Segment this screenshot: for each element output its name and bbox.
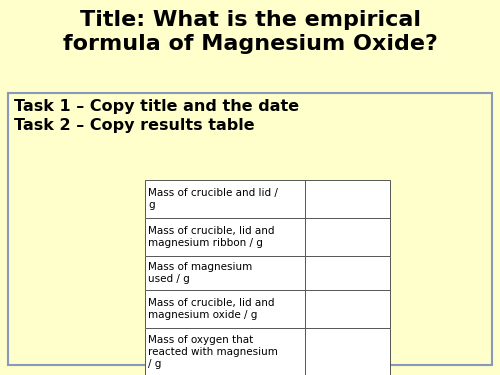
Bar bbox=[145, 256, 390, 290]
Bar bbox=[145, 328, 390, 375]
Bar bbox=[145, 290, 390, 328]
Text: Mass of crucible, lid and
magnesium oxide / g: Mass of crucible, lid and magnesium oxid… bbox=[148, 298, 274, 320]
Text: Title: What is the empirical
formula of Magnesium Oxide?: Title: What is the empirical formula of … bbox=[62, 10, 438, 54]
Bar bbox=[145, 328, 390, 375]
Text: Mass of crucible, lid and
magnesium ribbon / g: Mass of crucible, lid and magnesium ribb… bbox=[148, 226, 274, 248]
Text: Mass of crucible and lid /
g: Mass of crucible and lid / g bbox=[148, 188, 278, 210]
Text: Mass of magnesium
used / g: Mass of magnesium used / g bbox=[148, 262, 252, 284]
Bar bbox=[145, 218, 390, 256]
Bar bbox=[145, 180, 390, 218]
Bar bbox=[8, 93, 492, 365]
Bar bbox=[145, 180, 390, 218]
Text: Mass of oxygen that
reacted with magnesium
/ g: Mass of oxygen that reacted with magnesi… bbox=[148, 335, 278, 369]
Bar bbox=[145, 290, 390, 328]
Bar bbox=[145, 218, 390, 256]
Text: Task 1 – Copy title and the date
Task 2 – Copy results table: Task 1 – Copy title and the date Task 2 … bbox=[14, 99, 299, 133]
Bar bbox=[145, 256, 390, 290]
